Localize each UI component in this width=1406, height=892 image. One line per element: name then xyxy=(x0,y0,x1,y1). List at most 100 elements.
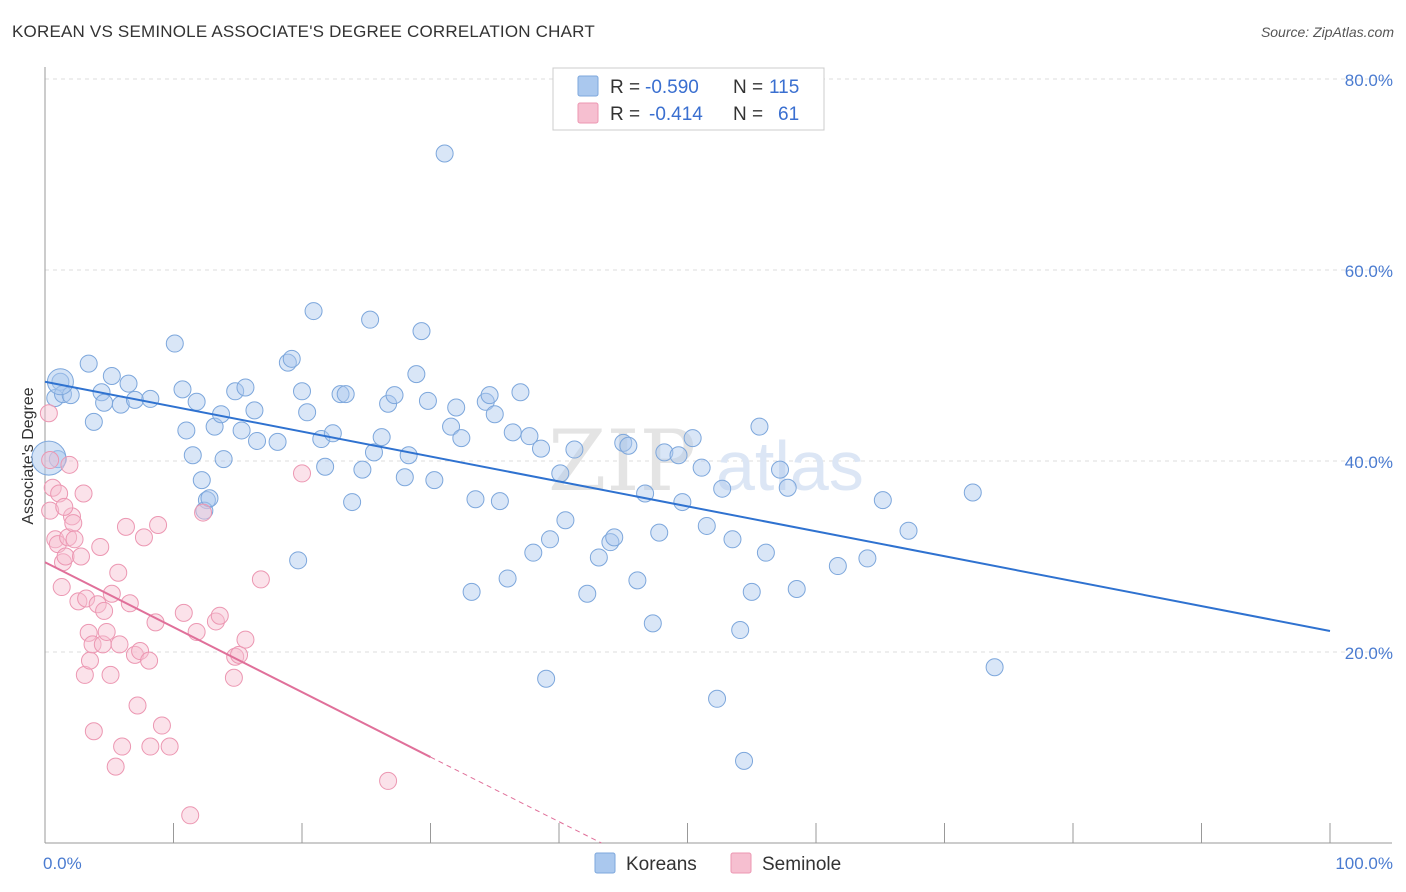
legend-koreans-n-value: 115 xyxy=(769,77,799,98)
korean-point-79 xyxy=(614,433,633,452)
korean-point-55 xyxy=(442,417,461,436)
trend-line-koreans xyxy=(44,380,1331,632)
seminole-point-21 xyxy=(83,635,102,654)
series-legend: Koreans Seminole xyxy=(594,852,841,875)
korean-point-4 xyxy=(79,354,98,373)
korean-point-58 xyxy=(462,582,481,601)
korean-cluster-bubble-1 xyxy=(31,440,67,476)
seminole-point-20 xyxy=(80,651,99,670)
korean-point-54 xyxy=(435,144,454,163)
legend-swatch-koreans xyxy=(577,75,599,97)
seminole-point-26 xyxy=(95,601,114,620)
korean-point-57 xyxy=(452,429,471,448)
seminole-point-57 xyxy=(293,464,311,483)
korean-point-105 xyxy=(899,521,918,540)
korean-point-7 xyxy=(84,412,103,431)
seminole-point-60 xyxy=(55,497,74,516)
korean-point-95 xyxy=(735,751,754,770)
korean-point-28 xyxy=(248,431,267,450)
korean-point-94 xyxy=(731,621,750,640)
korean-point-74 xyxy=(565,440,584,459)
seminole-point-40 xyxy=(140,651,159,670)
korean-point-34 xyxy=(298,403,317,422)
seminole-point-41 xyxy=(141,737,160,756)
y-ticks: 20.0% 40.0% 60.0% 80.0% xyxy=(1345,71,1393,663)
seminole-point-51 xyxy=(210,606,229,625)
seminole-point-27 xyxy=(97,622,116,641)
korean-point-92 xyxy=(713,479,732,498)
korean-point-86 xyxy=(669,446,688,465)
korean-point-17 xyxy=(187,392,206,411)
korean-point-15 xyxy=(183,446,202,465)
korean-point-13 xyxy=(165,334,184,353)
x-tick-label-0: 0.0% xyxy=(43,854,82,873)
correlation-legend: R = -0.590 N = 115 R = -0.414 N = 61 xyxy=(552,67,825,131)
korean-point-100 xyxy=(778,478,797,497)
legend-koreans-n-label: N = xyxy=(733,77,763,98)
korean-point-16 xyxy=(192,471,211,490)
y-axis-label: Associate's Degree xyxy=(20,387,37,524)
korean-point-99 xyxy=(771,460,790,479)
korean-point-73 xyxy=(556,511,575,530)
korean-point-39 xyxy=(331,385,350,404)
seminole-point-30 xyxy=(106,757,125,776)
y-tick-label-1: 40.0% xyxy=(1345,453,1393,472)
korean-point-42 xyxy=(353,460,372,479)
korean-point-37 xyxy=(316,457,335,476)
korean-point-49 xyxy=(399,446,418,465)
korean-point-84 xyxy=(650,523,669,542)
grid xyxy=(45,78,1392,653)
seminole-point-12 xyxy=(64,514,83,533)
y-tick-label-0: 20.0% xyxy=(1345,644,1393,663)
korean-point-96 xyxy=(742,582,761,601)
legend-koreans-r-value: -0.590 xyxy=(645,77,699,98)
korean-point-32 xyxy=(289,551,308,570)
korean-point-67 xyxy=(520,427,539,446)
korean-point-85 xyxy=(655,443,674,462)
korean-point-23 xyxy=(214,450,233,469)
seminole-point-55 xyxy=(236,630,255,649)
seminole-point-39 xyxy=(134,528,153,547)
legend-seminole-n-label: N = xyxy=(733,104,763,125)
korean-point-65 xyxy=(503,423,522,442)
korean-point-89 xyxy=(692,458,711,477)
korean-point-27 xyxy=(245,401,264,420)
korean-point-50 xyxy=(407,365,426,384)
trend-line-seminole xyxy=(44,561,431,758)
trend-line-seminole-extension xyxy=(430,756,602,844)
korean-cluster-bubble-0 xyxy=(46,368,74,396)
korean-point-25 xyxy=(232,421,251,440)
korean-point-31 xyxy=(282,349,301,368)
korean-point-24 xyxy=(226,382,245,401)
korean-point-52 xyxy=(418,391,437,410)
seminole-point-0 xyxy=(39,404,58,423)
seminole-point-45 xyxy=(160,737,179,756)
seminole-point-6 xyxy=(52,578,71,597)
korean-point-43 xyxy=(361,310,380,329)
seminole-point-33 xyxy=(113,737,132,756)
seminole-point-58 xyxy=(379,771,398,790)
korean-point-62 xyxy=(485,405,504,424)
x-ticks: 0.0% 100.0% xyxy=(43,823,1393,873)
korean-point-45 xyxy=(372,428,391,447)
korean-point-61 xyxy=(480,386,499,405)
korean-point-64 xyxy=(498,569,517,588)
korean-point-41 xyxy=(343,493,362,512)
korean-point-14 xyxy=(177,421,196,440)
korean-point-90 xyxy=(697,516,716,535)
korean-point-81 xyxy=(628,571,647,590)
korean-point-98 xyxy=(756,543,775,562)
korean-point-80 xyxy=(619,436,638,455)
legend-seminole-r-label: R = xyxy=(610,104,640,125)
seminole-point-43 xyxy=(149,515,168,534)
seminole-point-49 xyxy=(194,503,213,522)
legend-seminole-r-value: -0.414 xyxy=(649,104,703,125)
korean-point-26 xyxy=(236,378,255,397)
korean-point-72 xyxy=(551,464,570,483)
korean-point-91 xyxy=(708,689,727,708)
legend-koreans-r-label: R = xyxy=(610,77,640,98)
korean-point-78 xyxy=(605,528,624,547)
watermark: ZIP atlas xyxy=(548,412,864,510)
korean-point-40 xyxy=(336,385,355,404)
